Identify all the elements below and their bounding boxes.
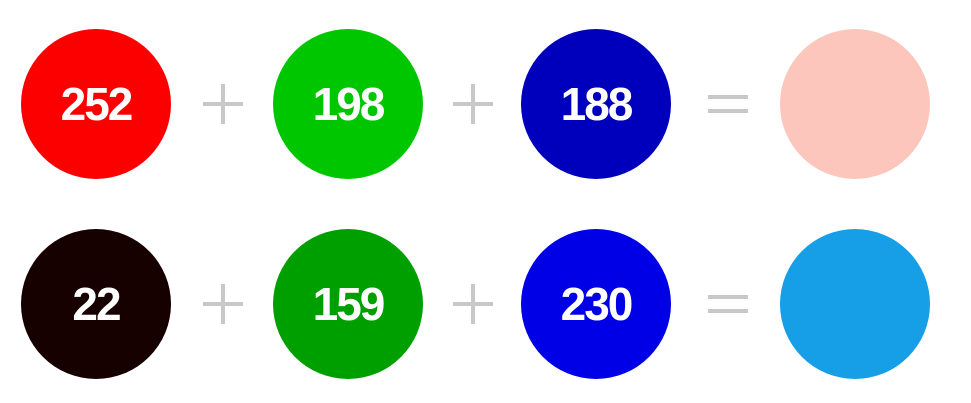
result-color-circle bbox=[780, 29, 930, 179]
red-channel-value: 22 bbox=[72, 278, 121, 330]
green-channel-value: 159 bbox=[312, 278, 386, 330]
plus-icon bbox=[453, 84, 493, 124]
red-channel-value: 252 bbox=[60, 78, 134, 130]
red-channel-circle: 22 bbox=[21, 229, 171, 379]
blue-channel-circle: 230 bbox=[521, 229, 671, 379]
green-channel-circle: 159 bbox=[273, 229, 423, 379]
green-channel-value: 198 bbox=[312, 78, 386, 130]
plus-icon bbox=[453, 284, 493, 324]
green-channel-circle: 198 bbox=[273, 29, 423, 179]
plus-icon bbox=[203, 284, 243, 324]
result-color-circle bbox=[780, 229, 930, 379]
blue-channel-circle: 188 bbox=[521, 29, 671, 179]
red-channel-circle: 252 bbox=[21, 29, 171, 179]
equals-icon bbox=[708, 284, 748, 324]
blue-channel-value: 188 bbox=[560, 78, 634, 130]
plus-icon bbox=[203, 84, 243, 124]
equals-icon bbox=[708, 84, 748, 124]
blue-channel-value: 230 bbox=[560, 278, 634, 330]
